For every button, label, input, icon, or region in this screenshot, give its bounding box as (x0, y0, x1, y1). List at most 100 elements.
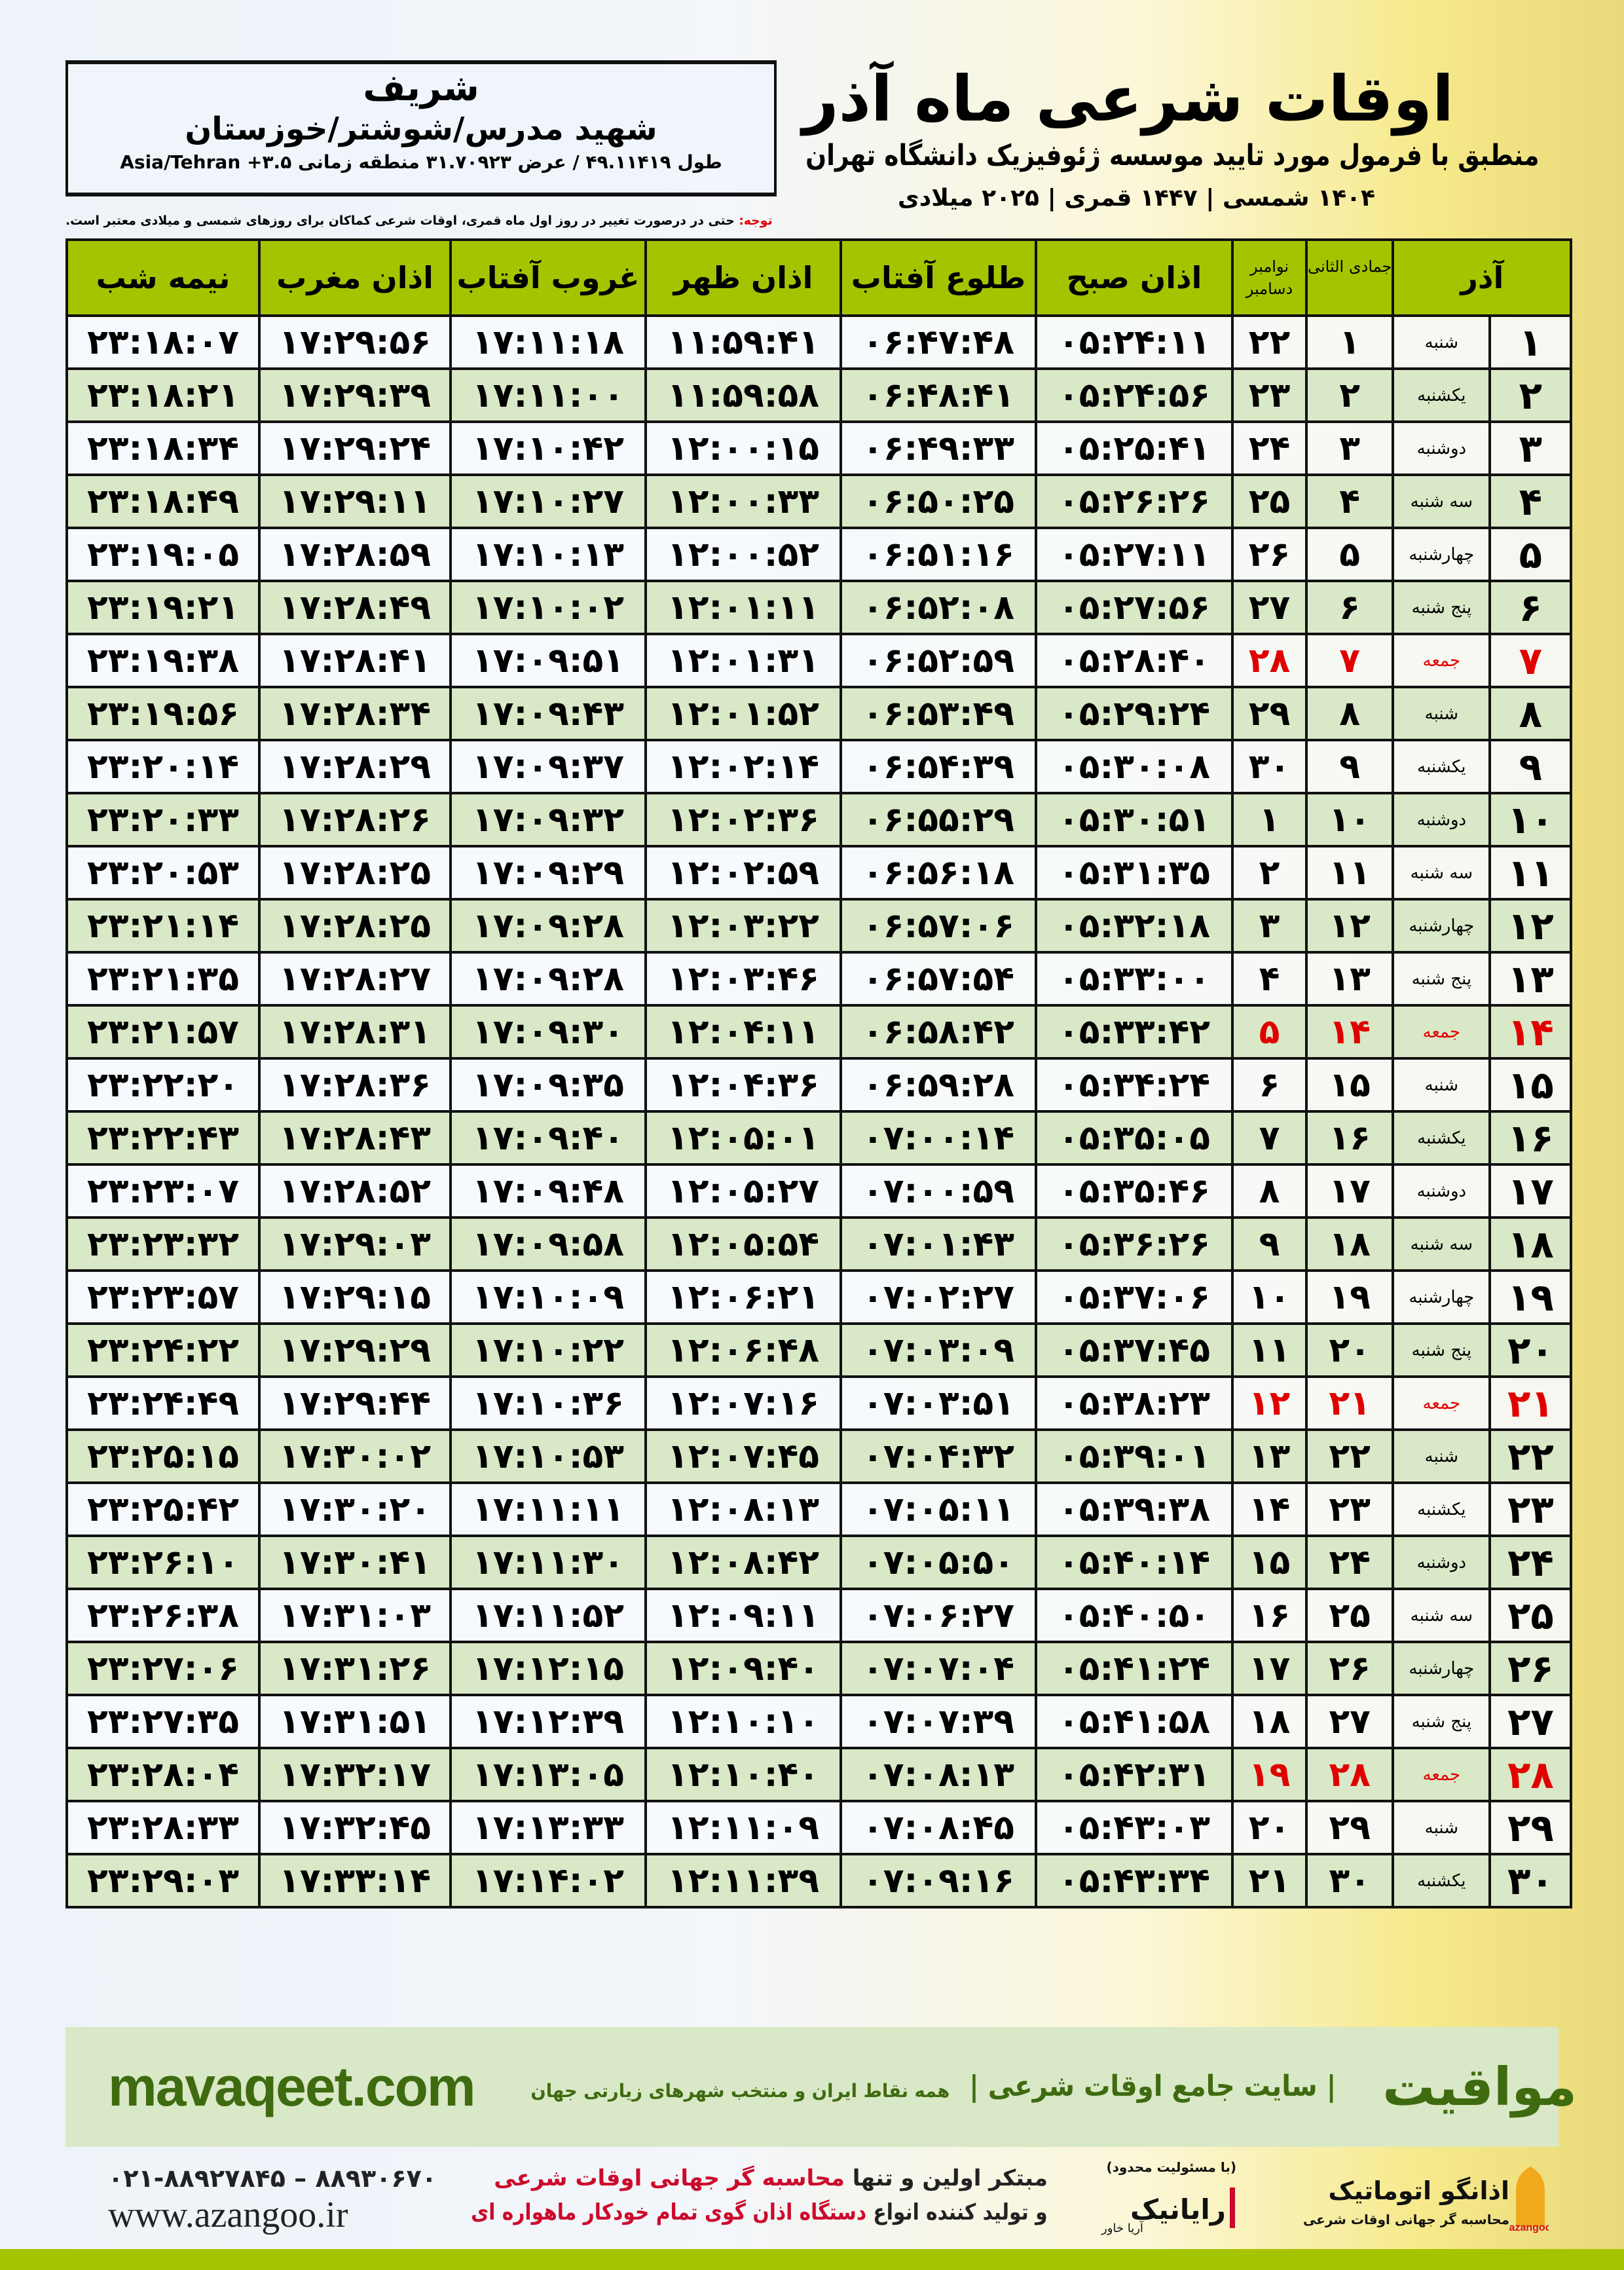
cell-weekday: چهارشنبه (1392, 898, 1492, 954)
cell-dhuhr: ۱۲:۰۷:۱۶ (644, 1375, 842, 1431)
cell-day: ۲۱ (1488, 1375, 1573, 1431)
cell-sunrise: ۰۶:۵۰:۲۵ (840, 474, 1037, 529)
cell-weekday: یکشنبه (1392, 367, 1492, 423)
cell-sunrise: ۰۶:۵۲:۵۹ (840, 633, 1037, 688)
cell-fajr: ۰۵:۴۳:۳۴ (1035, 1853, 1234, 1908)
page-subtitle: منطبق با فرمول مورد تایید موسسه ژئوفیزیک… (805, 139, 1539, 172)
cell-sunset: ۱۷:۱۱:۵۲ (449, 1588, 647, 1643)
cell-day: ۱۳ (1488, 951, 1573, 1007)
cell-weekday: جمعه (1392, 633, 1492, 688)
cell-dhuhr: ۱۲:۰۳:۲۲ (644, 898, 842, 954)
cell-dhuhr: ۱۲:۰۰:۳۳ (644, 474, 842, 529)
cell-fajr: ۰۵:۴۳:۰۳ (1035, 1800, 1234, 1855)
cell-dhuhr: ۱۲:۰۶:۲۱ (644, 1269, 842, 1325)
cell-hijri: ۲۶ (1304, 1641, 1395, 1696)
cell-maghrib: ۱۷:۲۸:۲۷ (258, 951, 452, 1007)
cell-greg: ۱۳ (1231, 1428, 1308, 1484)
cell-dhuhr: ۱۲:۰۲:۱۴ (644, 739, 842, 794)
cell-sunset: ۱۷:۱۴:۰۲ (449, 1853, 647, 1908)
cell-fajr: ۰۵:۳۳:۰۰ (1035, 951, 1234, 1007)
cell-hijri: ۷ (1304, 633, 1395, 688)
cell-midnight: ۲۳:۲۱:۳۵ (65, 951, 261, 1007)
cell-fajr: ۰۵:۳۲:۱۸ (1035, 898, 1234, 954)
cell-midnight: ۲۳:۲۲:۴۳ (65, 1110, 261, 1166)
cell-maghrib: ۱۷:۳۲:۴۵ (258, 1800, 452, 1855)
table-row: ۵ چهارشنبه ۵ ۲۶ ۰۵:۲۷:۱۱ ۰۶:۵۱:۱۶ ۱۲:۰۰:۵۲ ۱۷:۱… (65, 527, 1573, 582)
cell-sunrise: ۰۷:۰۶:۲۷ (840, 1588, 1037, 1643)
cell-weekday: دوشنبه (1392, 792, 1492, 847)
table-row: ۱۳ پنج شنبه ۱۳ ۴ ۰۵:۳۳:۰۰ ۰۶:۵۷:۵۴ ۱۲:۰۳:۴۶ ۱۷:… (65, 951, 1573, 1007)
cell-day: ۳ (1488, 420, 1573, 476)
cell-sunset: ۱۷:۰۹:۳۷ (449, 739, 647, 794)
cell-day: ۲۹ (1488, 1800, 1573, 1855)
cell-hijri: ۱۸ (1304, 1216, 1395, 1272)
cell-maghrib: ۱۷:۲۸:۳۶ (258, 1057, 452, 1113)
cell-maghrib: ۱۷:۲۹:۱۱ (258, 474, 452, 529)
cell-greg: ۲۲ (1231, 314, 1308, 370)
cell-sunset: ۱۷:۰۹:۵۸ (449, 1216, 647, 1272)
cell-greg: ۱۶ (1231, 1588, 1308, 1643)
cell-hijri: ۱۷ (1304, 1163, 1395, 1219)
cell-greg: ۱۲ (1231, 1375, 1308, 1431)
cell-sunset: ۱۷:۰۹:۳۲ (449, 792, 647, 847)
cell-midnight: ۲۳:۱۹:۰۵ (65, 527, 261, 582)
cell-fajr: ۰۵:۴۱:۵۸ (1035, 1694, 1234, 1749)
cell-day: ۲۳ (1488, 1481, 1573, 1537)
cell-sunset: ۱۷:۱۲:۳۹ (449, 1694, 647, 1749)
cell-hijri: ۱۹ (1304, 1269, 1395, 1325)
cell-midnight: ۲۳:۲۸:۳۳ (65, 1800, 261, 1855)
cell-dhuhr: ۱۲:۰۹:۴۰ (644, 1641, 842, 1696)
cell-midnight: ۲۳:۲۶:۳۸ (65, 1588, 261, 1643)
cell-hijri: ۲۰ (1304, 1322, 1395, 1378)
cell-greg: ۲۰ (1231, 1800, 1308, 1855)
cell-sunrise: ۰۶:۵۹:۲۸ (840, 1057, 1037, 1113)
table-row: ۱۶ یکشنبه ۱۶ ۷ ۰۵:۳۵:۰۵ ۰۷:۰۰:۱۴ ۱۲:۰۵:۰۱ ۱۷:۰۹… (65, 1110, 1573, 1166)
cell-hijri: ۱۴ (1304, 1004, 1395, 1060)
cell-sunrise: ۰۷:۰۸:۴۵ (840, 1800, 1037, 1855)
col-greg-top: نوامبر (1249, 257, 1289, 276)
bottom-bar (0, 2249, 1624, 2270)
cell-fajr: ۰۵:۲۴:۱۱ (1035, 314, 1234, 370)
cell-greg: ۳ (1231, 898, 1308, 954)
cell-sunrise: ۰۶:۵۱:۱۶ (840, 527, 1037, 582)
site-link[interactable]: mavaqeet.com (108, 2056, 476, 2117)
table-row: ۶ پنج شنبه ۶ ۲۷ ۰۵:۲۷:۵۶ ۰۶:۵۲:۰۸ ۱۲:۰۱:۱۱ ۱۷:۱… (65, 580, 1573, 635)
cell-midnight: ۲۳:۱۹:۲۱ (65, 580, 261, 635)
cell-weekday: دوشنبه (1392, 1163, 1492, 1219)
cell-midnight: ۲۳:۲۵:۴۲ (65, 1481, 261, 1537)
cell-hijri: ۱۱ (1304, 845, 1395, 901)
cell-maghrib: ۱۷:۳۱:۰۳ (258, 1588, 452, 1643)
cell-fajr: ۰۵:۳۴:۲۴ (1035, 1057, 1234, 1113)
cell-sunset: ۱۷:۱۰:۴۲ (449, 420, 647, 476)
cell-sunrise: ۰۷:۰۰:۱۴ (840, 1110, 1037, 1166)
note: توجه: حتی در درصورت تغییر در روز اول ماه… (65, 214, 773, 228)
cell-greg: ۴ (1231, 951, 1308, 1007)
cell-fajr: ۰۵:۳۹:۰۱ (1035, 1428, 1234, 1484)
azangoo-link[interactable]: www.azangoo.ir (108, 2195, 348, 2235)
col-fajr: اذان صبح (1035, 238, 1234, 317)
table-row: ۱۲ چهارشنبه ۱۲ ۳ ۰۵:۳۲:۱۸ ۰۶:۵۷:۰۶ ۱۲:۰۳:۲۲ ۱۷:… (65, 898, 1573, 954)
cell-day: ۱ (1488, 314, 1573, 370)
cell-day: ۲۴ (1488, 1535, 1573, 1590)
cell-sunset: ۱۷:۱۳:۳۳ (449, 1800, 647, 1855)
cell-weekday: سه شنبه (1392, 1216, 1492, 1272)
cell-fajr: ۰۵:۴۲:۳۱ (1035, 1747, 1234, 1802)
cell-greg: ۱۰ (1231, 1269, 1308, 1325)
cell-maghrib: ۱۷:۲۸:۳۱ (258, 1004, 452, 1060)
brand-logo: مواقیت (1382, 2056, 1577, 2117)
cell-sunrise: ۰۷:۰۸:۱۳ (840, 1747, 1037, 1802)
cell-maghrib: ۱۷:۳۲:۱۷ (258, 1747, 452, 1802)
cell-sunset: ۱۷:۰۹:۴۳ (449, 686, 647, 741)
col-dhuhr: اذان ظهر (644, 238, 842, 317)
cell-sunrise: ۰۷:۰۷:۰۴ (840, 1641, 1037, 1696)
cell-dhuhr: ۱۲:۰۱:۵۲ (644, 686, 842, 741)
cell-sunset: ۱۷:۱۰:۲۲ (449, 1322, 647, 1378)
cell-day: ۱۱ (1488, 845, 1573, 901)
cell-day: ۱۰ (1488, 792, 1573, 847)
cell-maghrib: ۱۷:۲۹:۲۹ (258, 1322, 452, 1378)
cell-sunset: ۱۷:۰۹:۲۸ (449, 951, 647, 1007)
cell-weekday: پنج شنبه (1392, 1322, 1492, 1378)
cell-dhuhr: ۱۲:۰۵:۲۷ (644, 1163, 842, 1219)
col-sunset: غروب آفتاب (449, 238, 647, 317)
svg-text:محاسبه گر جهانی اوقات شرعی: محاسبه گر جهانی اوقات شرعی (1303, 2212, 1509, 2227)
